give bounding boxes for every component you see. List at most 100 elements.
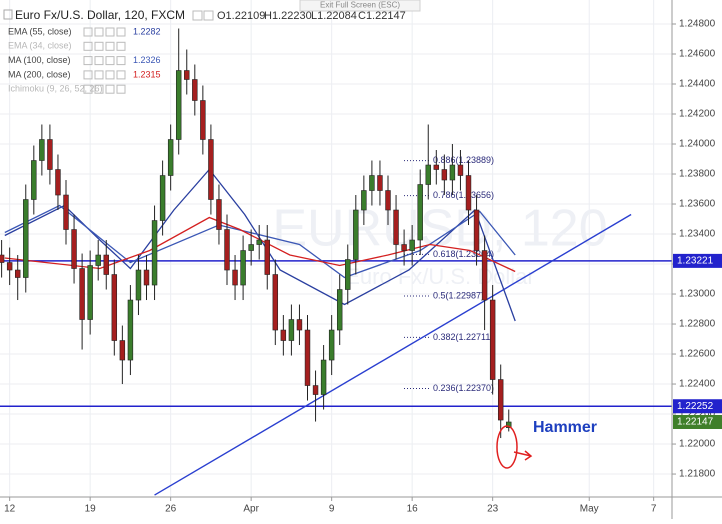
candle-body [79,268,85,320]
candle-body [288,319,295,341]
candle-body [192,79,198,101]
x-tick-label: 16 [407,504,419,515]
legend-icon[interactable] [105,84,115,94]
legend-icon[interactable] [83,56,93,66]
indicator-line [4,204,516,279]
x-tick-label: 12 [4,504,16,515]
y-tick-label: 1.23400 [679,229,716,240]
annotation-layer: Hammer [496,419,597,469]
legend-value: 1.2326 [133,55,161,65]
y-tick-label: 1.23000 [679,289,716,300]
candle-body [63,194,69,230]
fullscreen-hint[interactable]: Exit Full Screen (ESC) [320,1,400,10]
candle-body [449,164,456,181]
watermark-name: Euro Fx/U.S. Dollar [345,264,535,289]
candle-body [240,250,246,286]
legend-icon[interactable] [116,70,126,80]
legend-icon[interactable] [83,70,93,80]
y-tick-label: 1.22800 [679,319,716,330]
candle-body [401,244,407,251]
legend-value: 1.2282 [133,26,161,36]
candle-body [95,254,101,266]
settings-icon[interactable] [192,10,203,21]
legend-label: MA (100, close) [8,55,71,65]
y-tick-label: 1.22400 [679,379,716,390]
y-tick-label: 1.24800 [679,19,716,30]
candle-body [361,190,367,211]
legend-icon[interactable] [105,27,115,37]
candle-body [457,164,464,176]
legend-icon[interactable] [94,41,104,51]
candle-body [87,265,93,320]
legend-icon[interactable] [116,84,126,94]
fib-label: 0.786(1.23656) [433,190,494,200]
candle-body [216,199,222,230]
legend-icon[interactable] [83,27,93,37]
last-price-tag [673,414,722,429]
legend-label: EMA (34, close) [8,41,72,51]
candle-body [55,169,61,196]
candle-body [184,70,190,80]
candle-body [119,340,126,361]
candle-body [103,254,109,275]
legend-icon[interactable] [116,27,126,37]
candle-body [312,385,319,395]
candle-body [224,229,230,271]
settings-icon[interactable] [203,10,214,21]
candle-body [296,319,303,331]
legend-label: MA (200, close) [8,69,71,79]
y-tick-label: 1.24400 [679,79,716,90]
y-tick-label: 1.22200 [679,409,716,420]
legend-icon[interactable] [94,56,104,66]
legend-icon[interactable] [83,84,93,94]
fib-label: 0.618(1.23264) [433,249,494,259]
candle-body [385,190,391,211]
legend-icon[interactable] [94,27,104,37]
hammer-circle [496,425,518,469]
legend-icon[interactable] [94,70,104,80]
candle-body [248,244,254,251]
x-tick-label: 9 [329,504,335,515]
collapse-icon[interactable] [3,9,13,20]
x-tick-label: Apr [243,504,259,515]
candle-body [39,139,45,161]
candle-body [353,209,359,260]
price-tag [673,253,722,268]
candle-body [417,184,423,241]
candle-body [151,220,158,286]
plot-area: 0.886(1.23889) 0.786(1.23656) 0.618(1.2326… [0,28,672,496]
fullscreen-tab[interactable] [299,0,421,12]
candle-body [425,164,431,185]
y-tick-label: 1.24600 [679,49,716,60]
candle-body [345,259,351,290]
candle-body [497,379,504,421]
watermark: EURUSD, 120 Euro Fx/U.S. Dollar [272,200,607,289]
candle-body [328,329,335,361]
trendline [154,213,632,496]
legend-icon[interactable] [116,41,126,51]
last-price-label: 1.22147 [677,417,714,428]
candle-body [489,299,496,380]
x-tick-label: 26 [165,504,177,515]
legend-icon[interactable] [116,56,126,66]
legend-icon[interactable] [83,41,93,51]
candle-body [336,289,343,331]
x-tick-label: 7 [651,504,657,515]
candle-body [47,139,53,170]
fib-label: 0.236(1.22370) [433,383,494,393]
candle-body [167,139,174,176]
legend-icon[interactable] [105,56,115,66]
candle-body [14,269,21,278]
header-ohlc: L1.22084 [311,10,357,22]
legend-icon[interactable] [105,41,115,51]
legend-icon[interactable] [94,84,104,94]
candle-body [175,70,182,140]
legend-icon[interactable] [105,70,115,80]
candle-body [473,209,480,251]
candle-body [264,239,270,275]
candle-body [71,229,77,269]
fib-label: 0.5(1.22987) [433,290,484,300]
candle-body [6,262,13,271]
legend-label: Ichimoku (9, 26, 52, 26) [8,84,103,94]
